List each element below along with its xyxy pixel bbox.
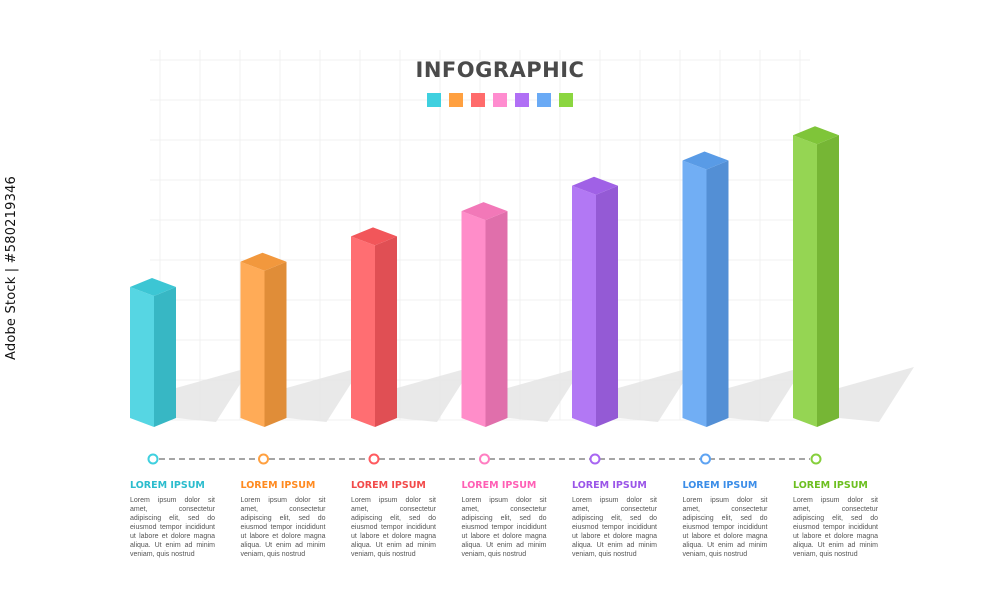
- item-column: LOREM IPSUM Lorem ipsum dolor sit amet, c…: [462, 480, 547, 559]
- bar-shadow: [507, 367, 583, 422]
- bar-front-face: [351, 236, 375, 427]
- item-column: LOREM IPSUM Lorem ipsum dolor sit amet, c…: [572, 480, 657, 559]
- bar-front-face: [793, 135, 817, 427]
- color-swatch: [559, 93, 573, 107]
- bar-top-face: [793, 126, 839, 145]
- bar-front-face: [461, 211, 486, 427]
- item-column: LOREM IPSUM Lorem ipsum dolor sit amet, c…: [130, 480, 215, 559]
- bar-shadow: [176, 367, 251, 422]
- item-description: Lorem ipsum dolor sit amet, consectetur …: [461, 497, 547, 558]
- item-description: Lorem ipsum dolor sit amet, consectetur …: [351, 497, 436, 558]
- bar-shadow: [286, 367, 362, 422]
- item-column: LOREM IPSUM Lorem ipsum dolor sit amet, c…: [241, 480, 326, 559]
- item-title: LOREM IPSUM: [351, 480, 426, 491]
- bar-shadow: [728, 367, 804, 422]
- bar-top-face: [240, 252, 287, 271]
- bar-shadow: [397, 367, 472, 422]
- stock-id-text: Adobe Stock | #580219346: [4, 175, 19, 360]
- bar: [572, 176, 693, 427]
- item-title: LOREM IPSUM: [793, 480, 868, 491]
- bar-top-face: [351, 227, 397, 246]
- bar: [130, 278, 251, 427]
- item-description: Lorem ipsum dolor sit amet, consectetur …: [240, 497, 326, 558]
- item-title: LOREM IPSUM: [572, 480, 647, 491]
- color-swatch: [493, 93, 507, 107]
- bar-side-face: [596, 185, 618, 427]
- item-title: LOREM IPSUM: [130, 480, 205, 491]
- bar: [793, 126, 914, 427]
- item-description: Lorem ipsum dolor sit amet, consectetur …: [572, 497, 657, 558]
- bar-side-face: [154, 287, 176, 427]
- bar: [682, 151, 804, 427]
- bar-front-face: [682, 160, 707, 427]
- color-swatch: [515, 93, 529, 107]
- bar-front-face: [572, 185, 596, 427]
- item-description: Lorem ipsum dolor sit amet, consectetur …: [682, 497, 768, 558]
- bar-top-face: [130, 278, 176, 296]
- bar: [351, 227, 472, 427]
- chart-title: INFOGRAPHIC: [415, 58, 585, 82]
- item-column: LOREM IPSUM Lorem ipsum dolor sit amet, c…: [351, 480, 436, 559]
- bar-side-face: [485, 211, 508, 427]
- item-column: LOREM IPSUM Lorem ipsum dolor sit amet, c…: [793, 480, 878, 559]
- bar-side-face: [375, 236, 397, 427]
- bar-front-face: [240, 261, 265, 427]
- bar-shadow: [839, 367, 914, 422]
- bar: [240, 252, 362, 427]
- item-description: Lorem ipsum dolor sit amet, consectetur …: [130, 497, 215, 558]
- color-swatch: [537, 93, 551, 107]
- bar-front-face: [130, 287, 154, 427]
- bar-top-face: [461, 202, 508, 221]
- color-swatch: [471, 93, 485, 107]
- item-column: LOREM IPSUM Lorem ipsum dolor sit amet, c…: [683, 480, 768, 559]
- item-title: LOREM IPSUM: [461, 480, 537, 491]
- item-description: Lorem ipsum dolor sit amet, consectetur …: [793, 497, 878, 558]
- bar-top-face: [682, 151, 729, 170]
- bar: [461, 202, 583, 427]
- bar-top-face: [572, 176, 618, 195]
- item-title: LOREM IPSUM: [240, 480, 316, 491]
- color-swatch: [449, 93, 463, 107]
- bar-side-face: [817, 135, 839, 427]
- bar-side-face: [706, 160, 729, 427]
- item-title: LOREM IPSUM: [682, 480, 758, 491]
- bar-shadow: [618, 367, 693, 422]
- bar-side-face: [264, 261, 287, 427]
- color-swatches: [0, 93, 1000, 107]
- color-swatch: [427, 93, 441, 107]
